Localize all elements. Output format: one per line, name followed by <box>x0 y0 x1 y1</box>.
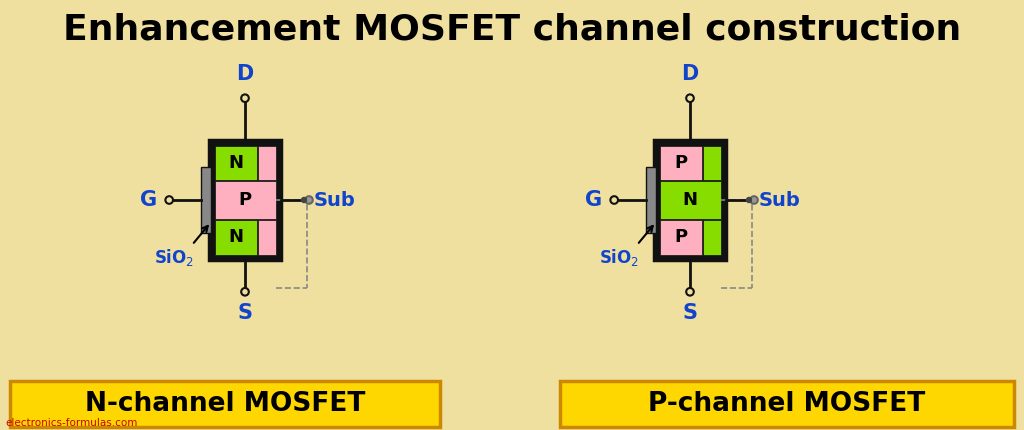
Text: D: D <box>237 64 254 84</box>
Text: P: P <box>674 228 687 246</box>
Text: N: N <box>228 228 244 246</box>
Text: S: S <box>683 303 697 322</box>
Bar <box>258 220 275 255</box>
Circle shape <box>242 95 249 102</box>
Text: N: N <box>683 191 697 209</box>
Circle shape <box>686 95 694 102</box>
Text: D: D <box>681 64 698 84</box>
Bar <box>209 140 281 260</box>
Bar <box>659 220 702 255</box>
Circle shape <box>301 197 306 203</box>
Bar <box>258 145 275 180</box>
Circle shape <box>746 197 752 203</box>
Text: SiO$_2$: SiO$_2$ <box>154 248 195 268</box>
Text: Enhancement MOSFET channel construction: Enhancement MOSFET channel construction <box>62 12 962 46</box>
Bar <box>659 181 721 219</box>
Text: SiO$_2$: SiO$_2$ <box>599 248 639 268</box>
Bar <box>659 145 702 180</box>
Circle shape <box>305 196 312 204</box>
Bar <box>703 145 721 180</box>
Text: G: G <box>586 190 602 210</box>
Text: P-channel MOSFET: P-channel MOSFET <box>648 391 926 417</box>
Text: Sub: Sub <box>759 190 801 209</box>
Bar <box>214 220 257 255</box>
Circle shape <box>751 196 758 204</box>
Circle shape <box>166 196 173 204</box>
Text: N: N <box>228 154 244 172</box>
Text: P: P <box>674 154 687 172</box>
Text: P: P <box>239 191 252 209</box>
Bar <box>646 167 656 233</box>
Text: S: S <box>238 303 253 322</box>
Circle shape <box>686 288 694 295</box>
Text: N-channel MOSFET: N-channel MOSFET <box>85 391 366 417</box>
Circle shape <box>242 288 249 295</box>
Bar <box>214 181 275 219</box>
Circle shape <box>610 196 618 204</box>
Text: electronics-formulas.com: electronics-formulas.com <box>5 418 137 428</box>
Text: Sub: Sub <box>314 190 355 209</box>
Bar <box>201 167 211 233</box>
Text: G: G <box>140 190 158 210</box>
Bar <box>703 220 721 255</box>
Bar <box>560 381 1014 427</box>
Bar <box>214 145 257 180</box>
Bar <box>10 381 440 427</box>
Bar <box>654 140 726 260</box>
